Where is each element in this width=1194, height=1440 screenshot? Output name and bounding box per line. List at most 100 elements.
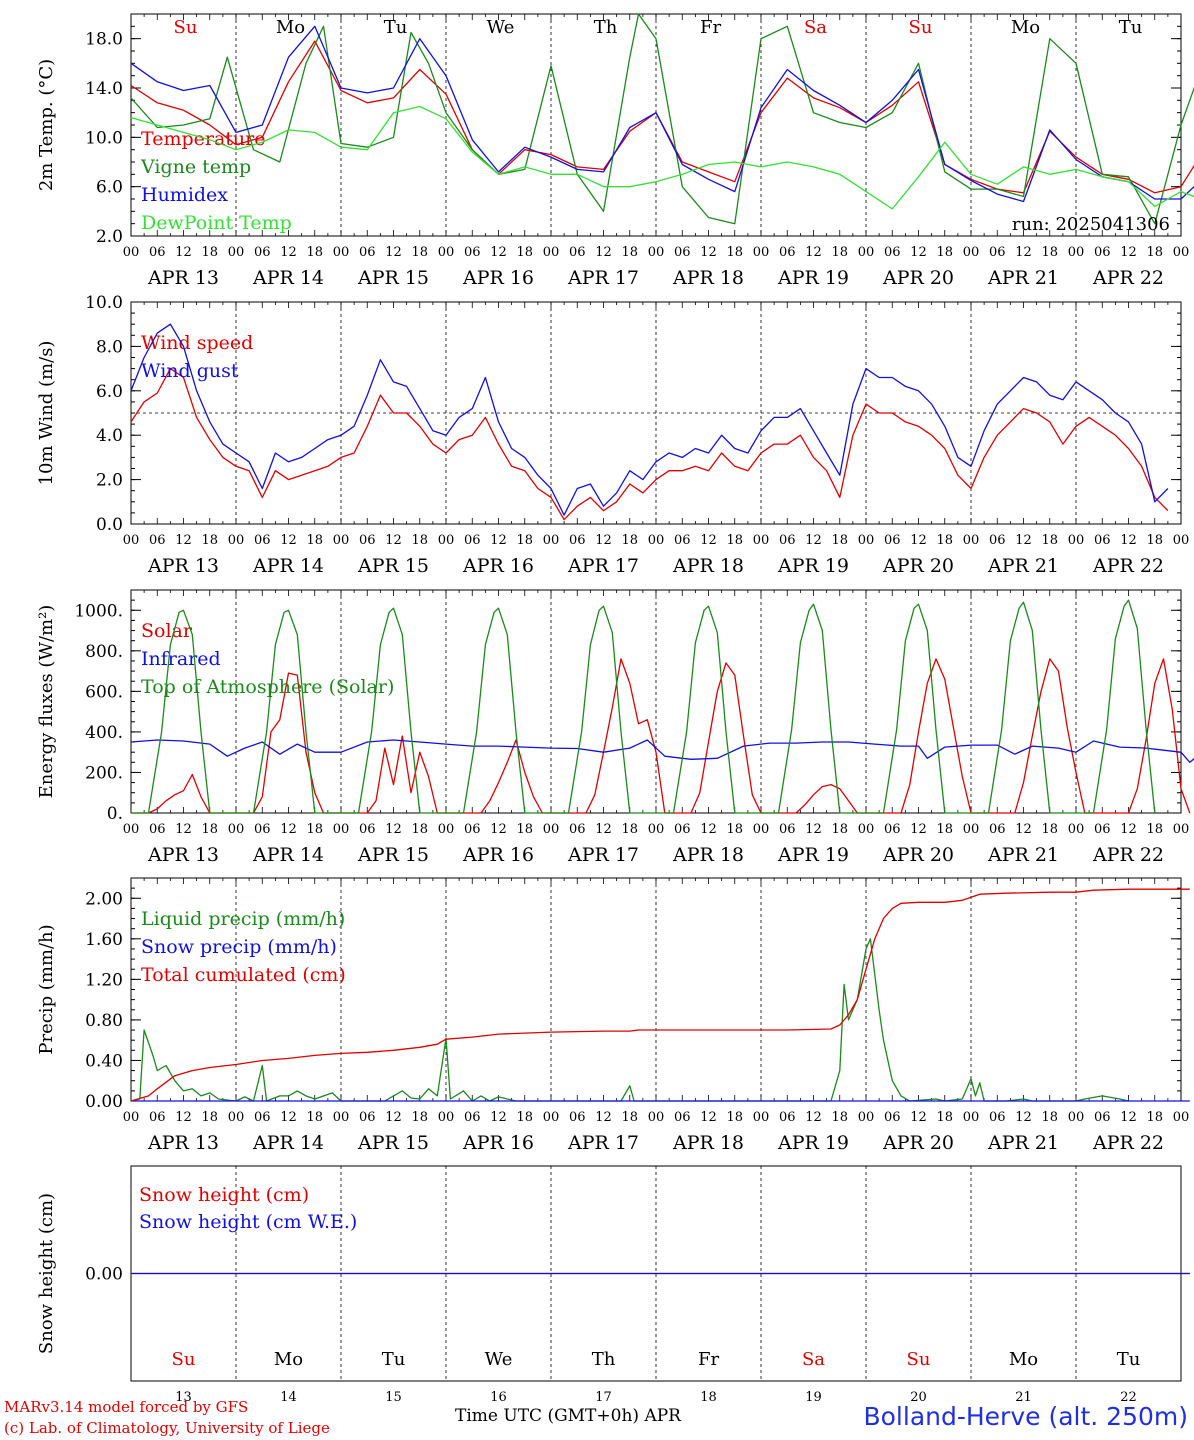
hour-tick-label: 06 xyxy=(464,533,481,548)
hour-tick-label: 06 xyxy=(884,245,901,260)
hour-tick-label: 12 xyxy=(1120,245,1137,260)
hour-tick-label: 12 xyxy=(700,245,717,260)
hour-tick-label: 00 xyxy=(963,533,980,548)
hour-tick-label: 06 xyxy=(779,1110,796,1125)
hour-tick-label: 06 xyxy=(674,1110,691,1125)
hour-tick-label: 06 xyxy=(464,245,481,260)
hour-tick-label: 18 xyxy=(201,822,218,837)
hour-tick-label: 12 xyxy=(595,533,612,548)
day-label: APR 19 xyxy=(777,1132,849,1154)
y-axis-label: Precip (mm/h) xyxy=(36,924,57,1054)
y-tick-label: 0.80 xyxy=(85,1011,123,1031)
hour-tick-label: 12 xyxy=(595,822,612,837)
hour-tick-label: 00 xyxy=(1068,533,1085,548)
panel-2: 00 06 12 18 APR 13 00 06 12 18 APR 14 00 06 12 18 APR … xyxy=(36,293,1189,577)
hour-tick-label: 06 xyxy=(674,245,691,260)
hour-tick-label: 06 xyxy=(254,822,271,837)
weekday-header: Su xyxy=(174,17,198,38)
lab-credit: (c) Lab. of Climatology, University of L… xyxy=(4,1419,330,1437)
hour-tick-label: 18 xyxy=(306,245,323,260)
day-label: APR 15 xyxy=(357,555,429,577)
hour-tick-label: 12 xyxy=(1015,245,1032,260)
series-line-temperature xyxy=(130,40,1194,194)
hour-tick-label: 12 xyxy=(175,533,192,548)
hour-tick-label: 18 xyxy=(1146,1110,1163,1125)
hour-tick-label: 00 xyxy=(333,822,350,837)
hour-tick-label: 18 xyxy=(831,822,848,837)
weekday-label: Mo xyxy=(274,1349,303,1370)
legend-entry: Top of Atmosphere (Solar) xyxy=(141,676,394,698)
hour-tick-label: 12 xyxy=(700,822,717,837)
hour-tick-label: 00 xyxy=(543,533,560,548)
hour-tick-label: 00 xyxy=(1068,245,1085,260)
hour-tick-label: 06 xyxy=(359,1110,376,1125)
hour-tick-label: 00 xyxy=(438,533,455,548)
hour-tick-label: 06 xyxy=(1094,533,1111,548)
hour-tick-label: 18 xyxy=(831,245,848,260)
y-tick-label: 200. xyxy=(85,763,123,783)
hour-tick-label: 18 xyxy=(936,533,953,548)
hour-tick-label: 00 xyxy=(123,245,140,260)
day-label: APR 20 xyxy=(882,844,954,866)
series-line-solar xyxy=(131,658,1191,814)
hour-tick-label: 06 xyxy=(1094,245,1111,260)
hour-tick-label: 06 xyxy=(359,533,376,548)
day-label: APR 20 xyxy=(882,1132,954,1154)
station-name: Bolland-Herve (alt. 250m) xyxy=(863,1402,1188,1431)
hour-tick-label: 00 xyxy=(1068,1110,1085,1125)
hour-tick-label: 12 xyxy=(910,533,927,548)
y-tick-label: 800. xyxy=(85,642,123,662)
day-label: APR 22 xyxy=(1092,267,1164,289)
hour-tick-label: 06 xyxy=(149,245,166,260)
y-tick-label: 0.0 xyxy=(96,515,123,535)
series-line-total-cumulated-cm- xyxy=(130,888,1190,1102)
legend-entry: Wind speed xyxy=(141,332,253,354)
day-number-label: 20 xyxy=(910,1390,927,1405)
y-tick-label: 1.20 xyxy=(85,970,123,990)
hour-tick-label: 18 xyxy=(1146,533,1163,548)
hour-tick-label: 06 xyxy=(359,822,376,837)
day-label: APR 18 xyxy=(672,1132,744,1154)
hour-tick-label: 00 xyxy=(963,822,980,837)
weekday-label: Fr xyxy=(698,1349,719,1370)
panel-3: 00 06 12 18 APR 13 00 06 12 18 APR 14 00 06 12 18 APR … xyxy=(36,589,1194,866)
hour-tick-label: 06 xyxy=(569,245,586,260)
hour-tick-label: 00 xyxy=(963,1110,980,1125)
series-line-top-of-atmosphere-solar- xyxy=(131,599,1156,814)
hour-tick-label: 12 xyxy=(280,533,297,548)
x-axis-title: Time UTC (GMT+0h) APR xyxy=(455,1406,681,1426)
hour-tick-label: 00 xyxy=(228,245,245,260)
run-annotation: run: 2025041306 xyxy=(1012,214,1170,235)
hour-tick-label: 06 xyxy=(989,533,1006,548)
day-label: APR 17 xyxy=(567,555,639,577)
hour-tick-label: 00 xyxy=(648,533,665,548)
day-label: APR 17 xyxy=(567,1132,639,1154)
hour-tick-label: 06 xyxy=(884,1110,901,1125)
hour-tick-label: 00 xyxy=(543,245,560,260)
day-label: APR 15 xyxy=(357,267,429,289)
hour-tick-label: 06 xyxy=(569,1110,586,1125)
hour-tick-label: 06 xyxy=(569,822,586,837)
hour-tick-label: 00 xyxy=(753,1110,770,1125)
hour-tick-label: 00 xyxy=(333,533,350,548)
weekday-label: Sa xyxy=(802,1349,825,1370)
hour-tick-label: 12 xyxy=(910,1110,927,1125)
day-label: APR 18 xyxy=(672,555,744,577)
hour-tick-label: 12 xyxy=(175,1110,192,1125)
hour-tick-label: 18 xyxy=(1146,245,1163,260)
day-label: APR 16 xyxy=(462,1132,534,1154)
weekday-header: Tu xyxy=(1119,17,1143,38)
day-label: APR 18 xyxy=(672,267,744,289)
day-number-label: 16 xyxy=(490,1390,507,1405)
hour-tick-label: 12 xyxy=(805,245,822,260)
day-label: APR 17 xyxy=(567,267,639,289)
hour-tick-label: 00 xyxy=(1173,533,1190,548)
hour-tick-label: 18 xyxy=(1041,533,1058,548)
hour-tick-label: 06 xyxy=(359,245,376,260)
hour-tick-label: 18 xyxy=(936,245,953,260)
day-label: APR 14 xyxy=(252,844,324,866)
y-tick-label: 10.0 xyxy=(85,128,123,148)
y-axis-label: 10m Wind (m/s) xyxy=(36,341,57,486)
hour-tick-label: 12 xyxy=(385,533,402,548)
hour-tick-label: 00 xyxy=(648,822,665,837)
